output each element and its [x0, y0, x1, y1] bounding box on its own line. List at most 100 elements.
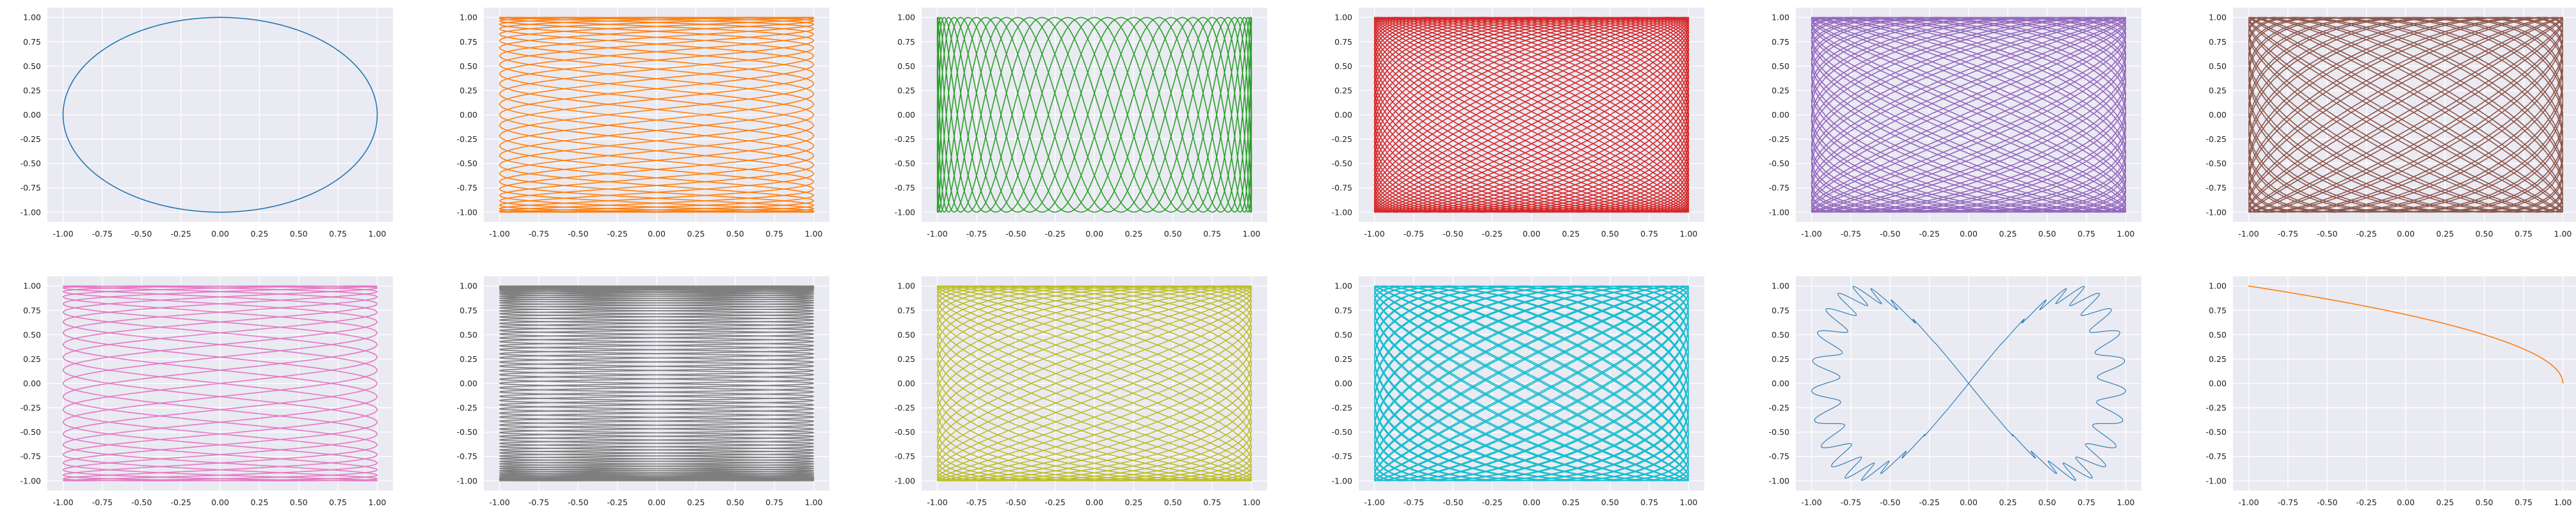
y-tick-label: -0.75: [20, 451, 41, 461]
x-tick-label: -0.50: [568, 498, 588, 507]
y-tick-label: 1.00: [2209, 13, 2227, 22]
x-tick-label: -1.00: [489, 498, 509, 507]
x-tick-label: 0.25: [1562, 229, 1580, 239]
x-tick-label: -0.50: [131, 229, 152, 239]
y-tick-label: 1.00: [1772, 281, 1789, 291]
x-tick-label: -0.25: [170, 229, 191, 239]
y-tick-label: 0.75: [897, 37, 915, 47]
x-tick-label: 0.50: [726, 498, 744, 507]
y-tick-label: 1.00: [460, 281, 477, 291]
x-tick-label: 0.25: [250, 229, 268, 239]
x-tick-label: 0.00: [1085, 229, 1103, 239]
x-tick-label: 0.75: [1203, 229, 1221, 239]
y-tick-label: 0.00: [1772, 110, 1789, 120]
x-tick-label: 1.00: [1680, 229, 1698, 239]
y-tick-label: -0.25: [1769, 134, 1789, 144]
y-tick-label: 0.50: [2209, 61, 2227, 71]
y-tick-label: 0.00: [23, 110, 41, 120]
x-tick-label: -1.00: [927, 498, 947, 507]
y-tick-label: 0.50: [23, 61, 41, 71]
y-tick-label: -0.75: [1769, 451, 1789, 461]
x-tick-label: -0.75: [92, 498, 113, 507]
x-tick-label: 1.00: [805, 498, 823, 507]
x-tick-label: 0.75: [2077, 498, 2095, 507]
series-line: [1811, 286, 2126, 481]
y-tick-label: -0.50: [1332, 159, 1352, 168]
x-tick-label: -0.75: [1404, 498, 1424, 507]
y-tick-label: -0.50: [457, 427, 477, 437]
x-tick-label: -0.50: [1880, 498, 1900, 507]
x-tick-label: 0.50: [1164, 229, 1182, 239]
x-tick-label: -0.25: [607, 229, 627, 239]
x-tick-label: -1.00: [52, 498, 73, 507]
y-tick-label: -0.50: [2206, 159, 2227, 168]
y-tick-label: -0.25: [457, 403, 477, 412]
y-tick-label: 0.75: [23, 37, 41, 47]
x-tick-label: 0.25: [250, 498, 268, 507]
y-tick-label: -0.75: [895, 451, 915, 461]
x-tick-label: -1.00: [1801, 229, 1821, 239]
y-tick-label: -0.50: [895, 427, 915, 437]
x-tick-label: 0.75: [2077, 229, 2095, 239]
x-tick-label: 0.00: [648, 498, 666, 507]
x-tick-label: -0.75: [529, 498, 549, 507]
x-tick-label: 0.75: [1640, 229, 1658, 239]
x-tick-label: -0.25: [170, 498, 191, 507]
y-tick-label: 0.25: [1772, 86, 1789, 95]
y-tick-label: 0.00: [23, 379, 41, 388]
y-tick-label: -0.25: [457, 134, 477, 144]
x-tick-label: 0.00: [1523, 229, 1540, 239]
x-tick-label: -1.00: [489, 229, 509, 239]
x-tick-label: 0.75: [2515, 229, 2532, 239]
y-tick-label: -0.25: [2206, 134, 2227, 144]
y-tick-label: 0.75: [1772, 37, 1789, 47]
y-tick-label: 0.25: [2209, 354, 2227, 364]
x-tick-label: 0.25: [1562, 498, 1580, 507]
x-tick-label: 0.75: [329, 498, 347, 507]
series-line: [936, 285, 1252, 482]
y-tick-label: 0.50: [460, 61, 477, 71]
x-tick-label: 1.00: [2554, 498, 2572, 507]
y-tick-label: -0.25: [895, 134, 915, 144]
x-tick-label: 0.25: [1999, 229, 2017, 239]
x-tick-label: -0.75: [1841, 229, 1861, 239]
y-tick-label: 0.00: [897, 110, 915, 120]
x-tick-label: -0.75: [1841, 498, 1861, 507]
x-tick-label: 0.75: [1640, 498, 1658, 507]
y-tick-label: -1.00: [20, 476, 41, 485]
y-tick-label: -0.75: [2206, 183, 2227, 192]
x-tick-label: 0.25: [1999, 498, 2017, 507]
x-tick-label: -0.25: [1044, 498, 1065, 507]
y-tick-label: 0.75: [1772, 306, 1789, 315]
x-tick-label: -1.00: [1364, 498, 1384, 507]
subplot-9: -1.00 -0.75 -0.50 -0.25 0.00 0.25 0.50 0.75 1.00…: [895, 276, 1267, 507]
y-tick-label: 0.00: [460, 379, 477, 388]
x-tick-label: 1.00: [369, 229, 387, 239]
y-tick-label: 0.00: [897, 379, 915, 388]
y-tick-label: -0.75: [457, 451, 477, 461]
y-tick-label: 0.00: [2209, 379, 2227, 388]
y-tick-label: 0.75: [2209, 37, 2227, 47]
y-tick-label: 0.75: [460, 37, 477, 47]
x-tick-label: 0.25: [1124, 229, 1142, 239]
y-tick-label: -0.25: [895, 403, 915, 412]
x-tick-label: -0.25: [607, 498, 627, 507]
y-tick-label: -0.25: [1332, 134, 1352, 144]
y-tick-label: 0.25: [1334, 86, 1352, 95]
x-tick-label: -1.00: [1801, 498, 1821, 507]
y-tick-label: 0.50: [1334, 330, 1352, 340]
y-tick-label: 0.50: [460, 330, 477, 340]
x-tick-label: -0.75: [2278, 498, 2298, 507]
x-tick-label: -1.00: [2238, 498, 2259, 507]
x-tick-label: -0.75: [2278, 229, 2298, 239]
x-tick-label: -0.25: [1482, 498, 1502, 507]
y-tick-label: -0.75: [20, 183, 41, 192]
x-tick-label: 0.00: [1523, 498, 1540, 507]
x-tick-label: 0.25: [687, 498, 705, 507]
subplot-7: -1.00 -0.75 -0.50 -0.25 0.00 0.25 0.50 0.75 1.00…: [20, 276, 393, 507]
y-tick-label: 0.50: [2209, 330, 2227, 340]
x-tick-label: -0.75: [966, 229, 987, 239]
y-tick-label: 0.50: [897, 330, 915, 340]
x-tick-label: 0.75: [1203, 498, 1221, 507]
